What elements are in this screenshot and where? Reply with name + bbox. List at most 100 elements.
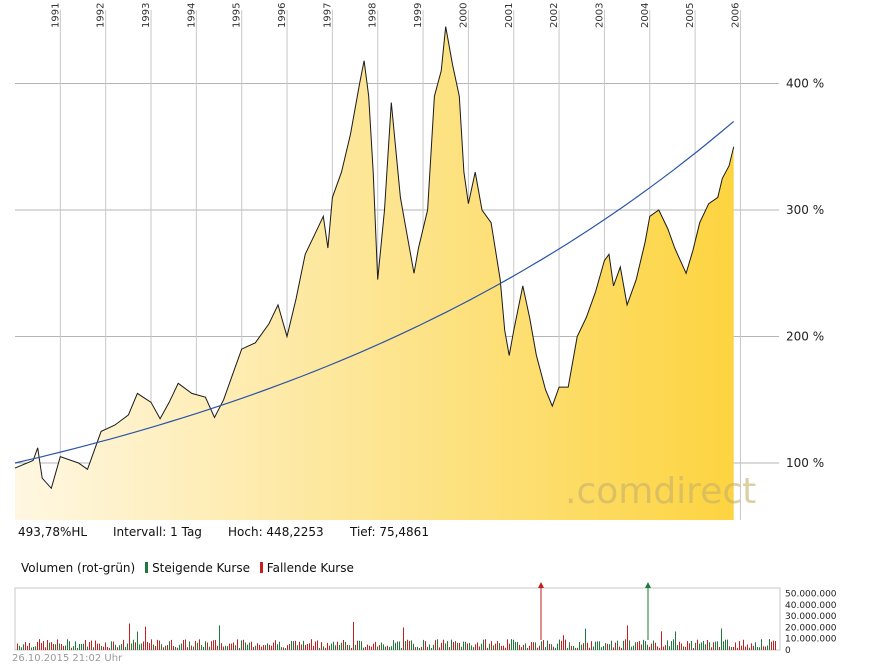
volume-bar [645, 641, 646, 650]
volume-bar [647, 644, 648, 650]
volume-bar [599, 641, 600, 650]
volume-bar [211, 641, 212, 650]
volume-bar [385, 646, 386, 650]
volume-bar [395, 642, 396, 650]
volume-bar [101, 645, 102, 650]
volume-bar [343, 639, 344, 650]
volume-bar [347, 644, 348, 650]
volume-bar [159, 640, 160, 650]
volume-bar [251, 641, 252, 650]
volume-bar [41, 643, 42, 650]
volume-bar [113, 641, 114, 650]
volume-bar [117, 647, 118, 650]
volume-bar [29, 642, 30, 650]
volume-bar [467, 643, 468, 650]
volume-spike-marker [538, 582, 544, 588]
volume-bar [643, 639, 644, 650]
volume-bar [203, 646, 204, 650]
volume-bar [459, 642, 460, 650]
volume-bar [317, 640, 318, 650]
volume-bar [239, 647, 240, 650]
volume-bar [43, 641, 44, 650]
volume-bar [523, 644, 524, 650]
volume-bar [731, 647, 732, 650]
volume-bar [249, 642, 250, 650]
volume-bar [737, 647, 738, 650]
volume-bar [183, 640, 184, 650]
volume-bar [181, 643, 182, 650]
volume-bar [729, 646, 730, 650]
volume-bar [89, 642, 90, 650]
volume-bar [217, 645, 218, 650]
volume-bar [487, 647, 488, 650]
volume-bar [191, 645, 192, 650]
volume-bar [413, 643, 414, 650]
volume-bar [761, 639, 762, 650]
price-area [15, 26, 734, 520]
volume-bar [631, 646, 632, 650]
volume-bar [179, 644, 180, 650]
volume-bar [611, 640, 612, 650]
volume-bar [345, 641, 346, 650]
volume-bar [675, 631, 676, 650]
volume-bar [683, 646, 684, 650]
year-label: 2003 [594, 3, 605, 28]
volume-bar [85, 639, 86, 650]
volume-bar [491, 641, 492, 650]
volume-bar [693, 647, 694, 650]
year-label: 1992 [96, 3, 107, 28]
volume-bar [173, 645, 174, 650]
volume-bar [319, 647, 320, 650]
volume-bar [367, 644, 368, 650]
volume-bar [301, 644, 302, 650]
volume-bar [325, 647, 326, 650]
volume-tick-label: 50.000.000 [785, 590, 837, 600]
volume-bar [265, 645, 266, 650]
volume-bar [525, 643, 526, 650]
legend-down: Fallende Kurse [266, 561, 354, 575]
volume-bar [95, 640, 96, 650]
volume-bar [365, 646, 366, 650]
volume-bar [399, 641, 400, 650]
volume-bar [199, 639, 200, 650]
volume-bar [623, 640, 624, 650]
volume-bar [83, 643, 84, 650]
volume-bar [653, 640, 654, 650]
volume-bar [121, 644, 122, 650]
trend-line [14, 120, 735, 464]
volume-bar [429, 644, 430, 650]
volume-bar [577, 647, 578, 650]
volume-bar [403, 627, 404, 650]
volume-bar [733, 647, 734, 650]
volume-bar [299, 641, 300, 650]
volume-bar [511, 639, 512, 650]
volume-bar [235, 645, 236, 650]
volume-bar [601, 647, 602, 650]
volume-bar [187, 647, 188, 650]
volume-bar [753, 645, 754, 650]
volume-bar [157, 639, 158, 650]
volume-bar [353, 621, 354, 650]
volume-bar [401, 647, 402, 650]
volume-bar [569, 642, 570, 650]
volume-bar [221, 643, 222, 650]
volume-bar [289, 644, 290, 650]
volume-bar [477, 642, 478, 650]
volume-bar [775, 641, 776, 650]
volume-bar [585, 628, 586, 650]
volume-bar [603, 646, 604, 650]
volume-bar [33, 646, 34, 650]
volume-bar [255, 645, 256, 650]
volume-bar [549, 643, 550, 650]
volume-bar [357, 640, 358, 650]
volume-bar [671, 641, 672, 650]
volume-bar [741, 645, 742, 650]
volume-bar [659, 647, 660, 650]
volume-bar [275, 640, 276, 650]
volume-bar [473, 647, 474, 650]
volume-bar [575, 647, 576, 650]
volume-bar [551, 644, 552, 650]
volume-bar [571, 645, 572, 650]
volume-bar [327, 642, 328, 650]
volume-bar [517, 641, 518, 650]
